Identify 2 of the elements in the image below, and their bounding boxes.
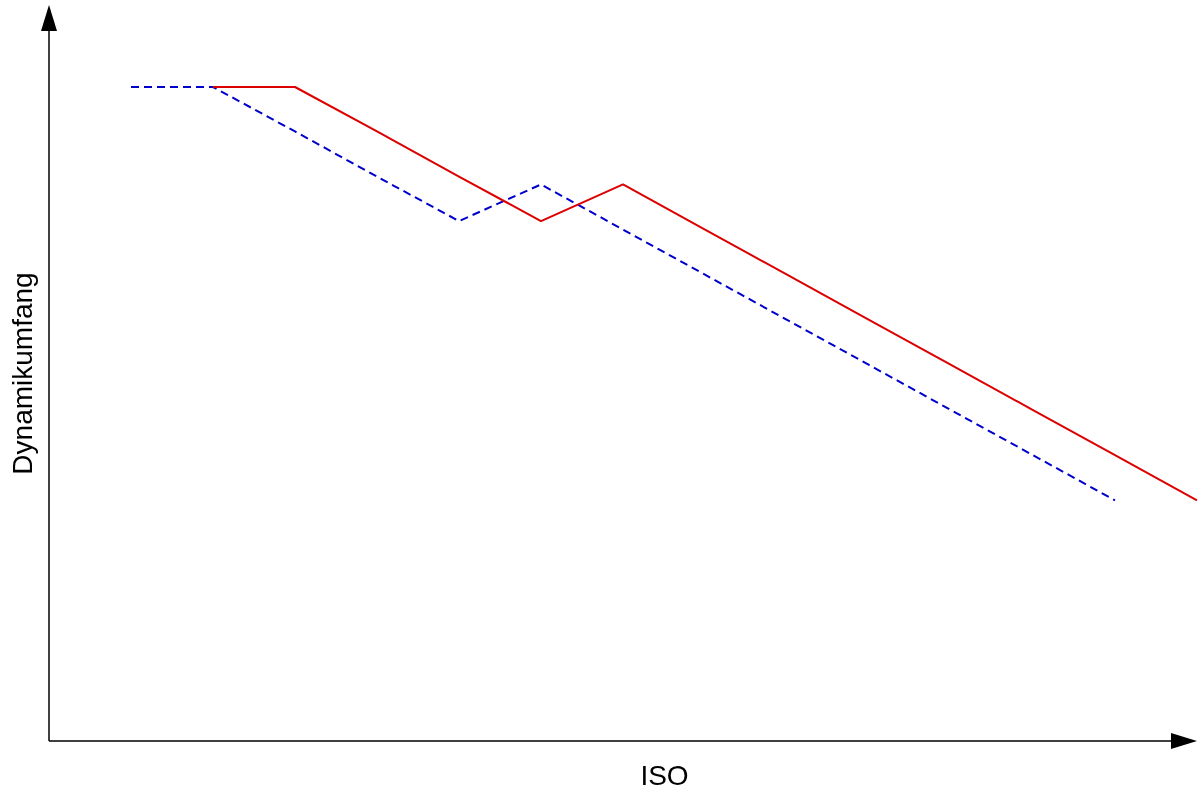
x-axis-title: ISO bbox=[640, 759, 689, 789]
y-axis-title: Dynamikumfang bbox=[6, 272, 38, 475]
